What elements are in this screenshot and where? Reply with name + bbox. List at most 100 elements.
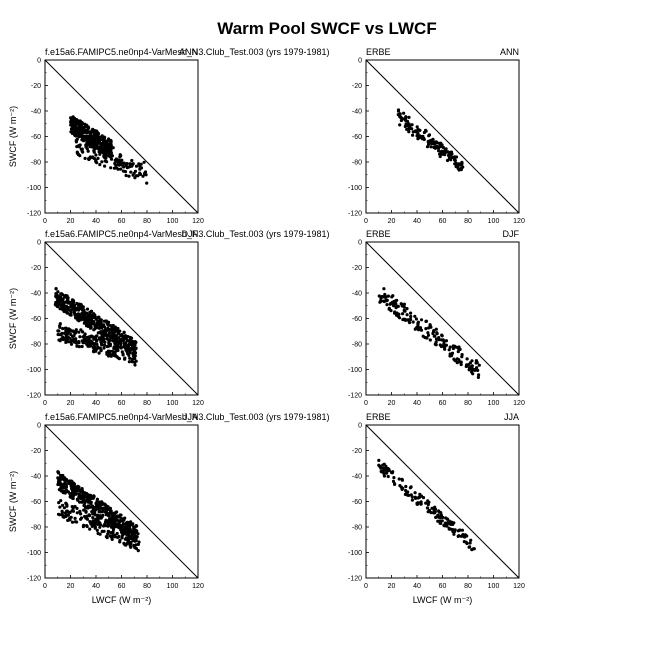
y-tick-label: -100	[348, 185, 362, 192]
data-point	[80, 133, 84, 137]
y-tick-label: -20	[31, 83, 41, 90]
data-point	[117, 520, 121, 524]
data-point	[62, 506, 66, 510]
data-point	[71, 129, 75, 133]
data-point	[106, 521, 110, 526]
data-point	[460, 528, 464, 532]
data-point	[103, 325, 107, 329]
data-point	[134, 546, 138, 551]
data-point	[98, 163, 102, 167]
x-tick-label: 80	[464, 400, 472, 407]
x-axis-label: LWCF (W m⁻²)	[92, 595, 152, 605]
data-point	[113, 326, 117, 330]
data-point	[99, 349, 103, 353]
data-point	[93, 505, 97, 509]
data-point	[396, 108, 401, 112]
data-point	[435, 331, 439, 335]
data-point	[74, 316, 78, 320]
data-point	[103, 146, 107, 151]
data-point	[448, 156, 452, 160]
data-point	[409, 311, 413, 315]
data-point	[416, 321, 420, 325]
data-point	[129, 542, 133, 546]
data-point	[100, 500, 104, 504]
data-point	[111, 533, 115, 537]
data-point	[467, 363, 471, 367]
data-point	[426, 499, 430, 503]
y-tick-label: -80	[31, 525, 41, 532]
data-point	[59, 483, 63, 487]
data-point	[57, 501, 61, 505]
data-point	[59, 499, 63, 503]
data-point	[64, 304, 69, 308]
data-point	[434, 327, 438, 331]
data-point	[78, 154, 82, 158]
data-point	[407, 115, 411, 119]
data-point	[409, 317, 413, 322]
data-point	[75, 340, 79, 344]
data-point	[65, 509, 69, 513]
data-point	[120, 536, 124, 540]
x-tick-label: 80	[143, 400, 151, 407]
data-point	[92, 142, 96, 146]
data-point	[106, 326, 110, 330]
scatter-points	[56, 470, 141, 553]
data-point	[109, 138, 113, 143]
data-point	[58, 324, 62, 328]
reference-line	[365, 424, 520, 579]
data-point	[76, 484, 80, 488]
panel-left-label: ERBE	[366, 47, 391, 57]
y-tick-label: -60	[31, 134, 41, 141]
data-point	[426, 333, 431, 337]
scatter-points	[69, 115, 149, 185]
data-point	[60, 337, 64, 341]
data-point	[128, 356, 132, 360]
data-point	[75, 511, 79, 515]
data-point	[79, 512, 83, 516]
x-tick-label: 60	[439, 400, 447, 407]
panel-right-label: ANN	[500, 47, 519, 57]
data-point	[123, 356, 127, 360]
data-point	[97, 135, 101, 139]
data-point	[418, 326, 423, 330]
data-point	[73, 331, 78, 335]
data-point	[430, 506, 434, 510]
data-point	[65, 311, 69, 315]
data-point	[105, 519, 109, 523]
data-point	[122, 161, 126, 165]
data-point	[129, 170, 133, 174]
data-point	[437, 509, 441, 513]
data-point	[97, 510, 101, 514]
data-point	[429, 145, 433, 149]
data-point	[112, 514, 116, 518]
y-tick-label: -100	[27, 367, 41, 374]
data-point	[92, 147, 97, 151]
data-point	[413, 327, 417, 331]
data-point	[92, 315, 96, 319]
data-point	[71, 493, 75, 497]
panel-right-label: ANN	[179, 47, 198, 57]
data-point	[410, 123, 414, 127]
y-tick-label: 0	[37, 58, 41, 65]
data-point	[69, 340, 73, 344]
data-point	[125, 162, 129, 166]
data-point	[449, 527, 454, 532]
data-point	[443, 148, 447, 152]
data-point	[123, 346, 127, 350]
data-point	[425, 145, 430, 149]
data-point	[463, 533, 467, 537]
data-point	[130, 158, 134, 163]
data-point	[408, 486, 412, 490]
data-point	[85, 147, 89, 151]
y-tick-label: -120	[348, 576, 362, 583]
data-point	[109, 354, 113, 358]
data-point	[69, 309, 73, 313]
data-point	[136, 542, 140, 547]
data-point	[61, 476, 65, 481]
data-point	[459, 362, 463, 367]
data-point	[67, 301, 71, 305]
data-point	[430, 138, 434, 143]
data-point	[380, 295, 384, 299]
data-point	[403, 309, 407, 313]
x-tick-label: 0	[364, 400, 368, 407]
